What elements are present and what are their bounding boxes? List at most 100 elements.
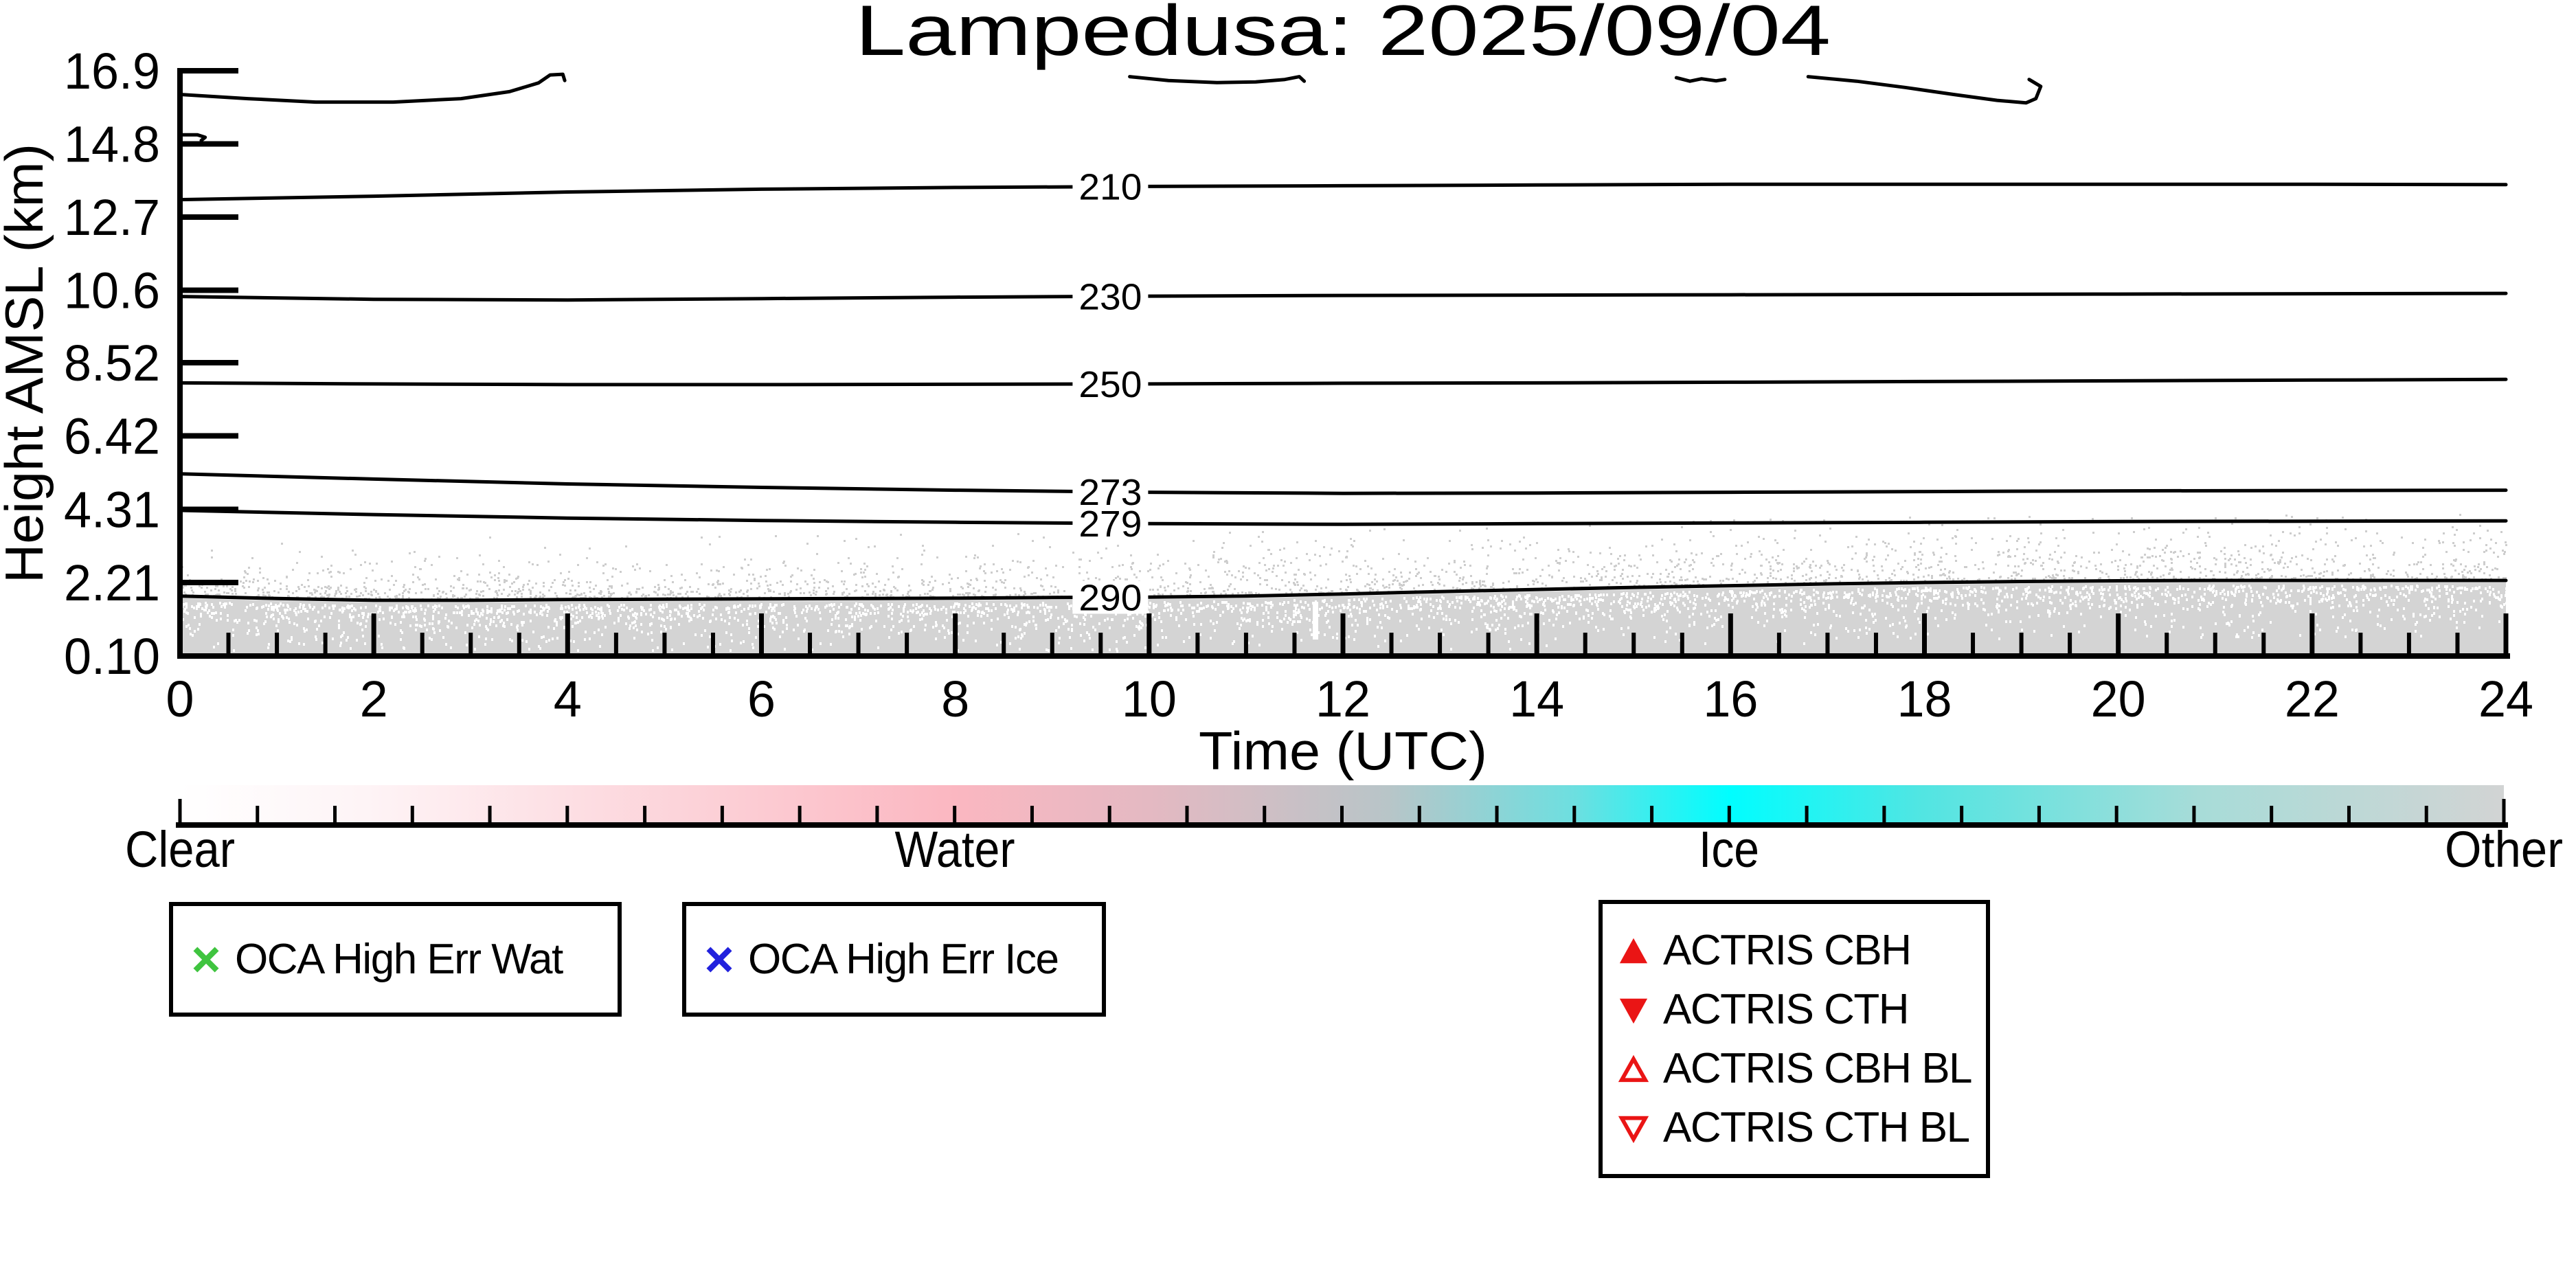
x-minor-tick [1389,633,1394,656]
x-minor-tick [2455,633,2460,656]
legend-label: ACTRIS CTH [1663,986,1910,1033]
x-tick [1146,613,1152,656]
colorbar-tick [2424,806,2428,822]
x-minor-tick [856,633,861,656]
contour-line-273 [178,472,2508,495]
x-tick [2116,613,2121,656]
x-minor-tick [2068,633,2072,656]
x-minor-tick [2406,633,2411,656]
colorbar-tick [565,806,569,822]
contour-fragment [178,72,567,104]
plot-title: Lampedusa: 2025/09/04 [855,0,1831,71]
y-tick [180,506,238,512]
contour-label-bg [1072,280,1149,313]
contour-label-bg [1072,506,1149,540]
legend-label: OCA High Err Wat [235,936,563,983]
colorbar: Clear Water Ice Other [125,785,2563,878]
colorbar-tick [333,806,337,822]
y-tick [180,68,238,74]
x-minor-tick [2261,633,2266,656]
x-tick-label: 4 [554,670,582,727]
x-minor-tick [1486,633,1491,656]
legend-row: ACTRIS CBH [1618,921,1986,980]
y-tick-label: 12.7 [64,189,160,246]
contour-line-290 [178,578,2508,602]
triangle-up-filled-icon [1618,935,1649,967]
triangle-up-open-icon [1618,1053,1649,1085]
contour-line-210 [178,182,2508,202]
x-tick [371,613,376,656]
x-tick [1922,613,1927,656]
x-tick-label: 20 [2091,670,2146,727]
legend-label: ACTRIS CTH BL [1663,1104,1970,1151]
x-minor-tick [2358,633,2363,656]
colorbar-tick [178,799,182,822]
x-minor-tick [1002,633,1006,656]
x-minor-tick [468,633,473,656]
contour-fragment [1806,75,2043,105]
colorbar-tick [1185,806,1189,822]
x-minor-tick [710,633,715,656]
colorbar-tick [798,806,802,822]
colorbar-label-clear: Clear [125,821,235,878]
colorbar-tick [2192,806,2196,822]
x-tick [2503,613,2509,656]
colorbar-label-other: Other [2445,821,2563,878]
y-tick [180,433,238,439]
band-speckle-noise [181,514,2507,653]
contour-label-250: 250 [1078,364,1142,405]
x-tick [1728,613,1733,656]
colorbar-tick [1417,806,1421,822]
contour-fragment [1674,76,1727,83]
x-tick-label: 18 [1897,670,1952,727]
triangle-down-open-icon [1618,1112,1649,1144]
x-minor-tick [1971,633,1976,656]
x-marker-icon [704,945,734,975]
colorbar-tick [1263,806,1267,822]
x-tick [1534,613,1539,656]
y-tick-label: 2.21 [64,554,160,611]
x-minor-tick [2019,633,2024,656]
x-minor-tick [1776,633,1781,656]
contour-label-230: 230 [1078,276,1142,317]
x-minor-tick [1680,633,1684,656]
y-tick-label: 16.9 [64,43,160,100]
x-tick [565,613,570,656]
contour-label-210: 210 [1078,167,1142,208]
y-tick-label: 10.6 [64,262,160,319]
legend-oca-water: OCA High Err Wat [169,902,622,1017]
x-tick [2309,613,2315,656]
colorbar-tick [1030,806,1034,822]
y-tick [180,653,238,659]
colorbar-tick [953,806,957,822]
colorbar-tick [410,806,414,822]
colorbar-tick [2037,806,2041,822]
contour-fragment [178,133,207,142]
legend-row: OCA High Err Ice [704,930,1102,989]
band-gap-streak [1313,602,1318,640]
y-tick-label: 8.52 [64,335,160,392]
colorbar-tick [643,806,647,822]
legend-oca-ice: OCA High Err Ice [682,902,1106,1017]
colorbar-tick [1882,806,1886,822]
x-minor-tick [905,633,909,656]
x-tick-label: 22 [2285,670,2340,727]
legend-row: ACTRIS CTH BL [1618,1098,1986,1157]
x-minor-tick [613,633,618,656]
colorbar-label-water: Water [895,821,1015,878]
x-minor-tick [226,633,231,656]
contour-label-279: 279 [1078,504,1142,545]
x-minor-tick [1438,633,1443,656]
x-minor-tick [1583,633,1588,656]
legend-row: ACTRIS CBH BL [1618,1039,1986,1098]
x-tick [953,613,958,656]
x-tick-label: 16 [1703,670,1758,727]
x-minor-tick [1873,633,1878,656]
colorbar-tick [1727,806,1731,822]
y-tick [180,287,238,293]
x-tick-label: 12 [1315,670,1370,727]
x-axis-label: Time (UTC) [1199,721,1487,781]
x-tick-label: 14 [1509,670,1564,727]
colorbar-tick [488,806,492,822]
